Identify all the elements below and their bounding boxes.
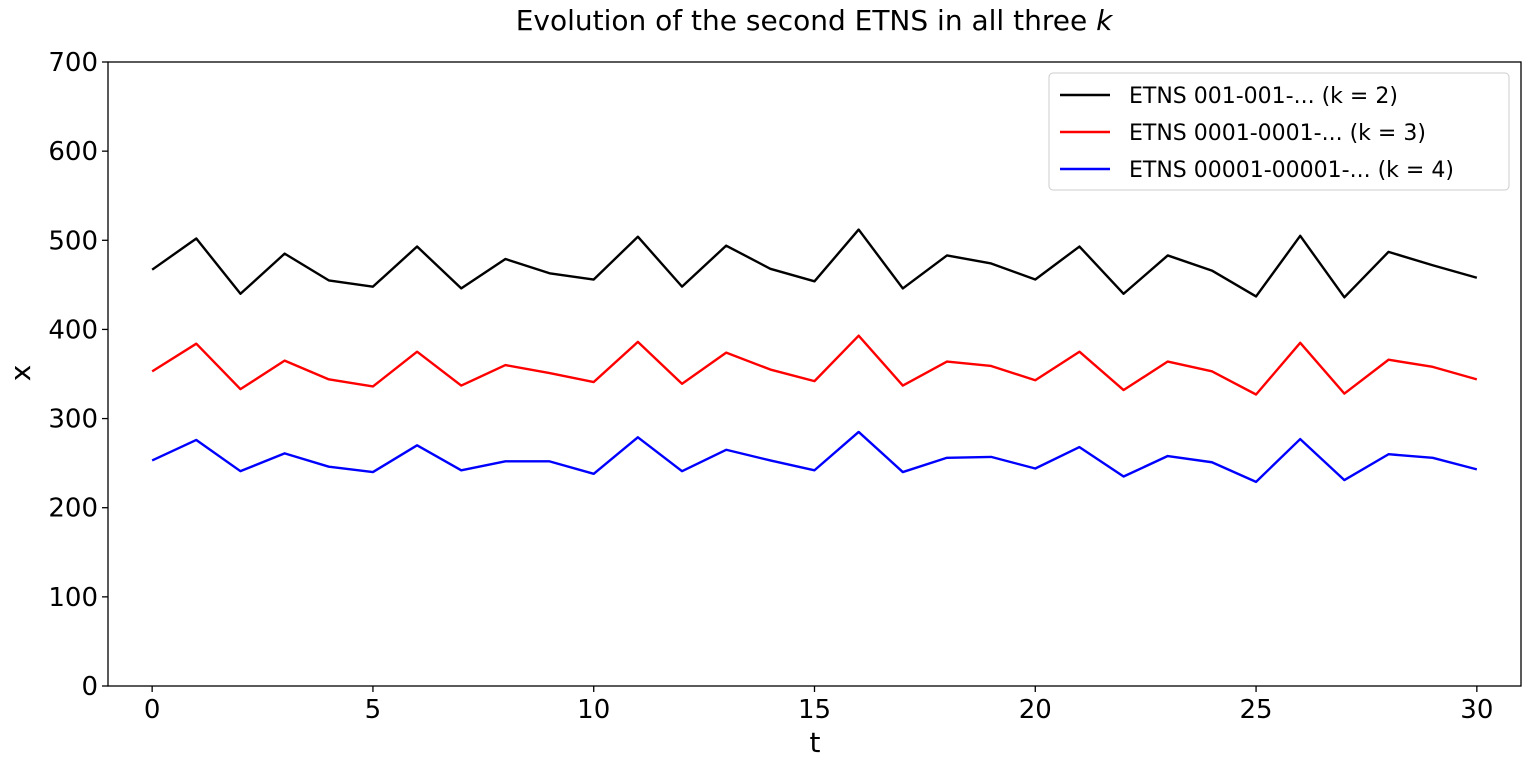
y-tick-label: 500 — [48, 226, 98, 256]
x-tick-label: 10 — [577, 695, 610, 725]
legend-label-3: ETNS 00001-00001-... (k = 4) — [1129, 158, 1454, 183]
y-tick-label: 200 — [48, 494, 98, 524]
legend-box — [1048, 72, 1510, 191]
y-axis-label: x — [4, 365, 37, 382]
x-tick-label: 0 — [144, 695, 161, 725]
y-tick-label: 600 — [48, 137, 98, 167]
x-tick-label: 5 — [365, 695, 382, 725]
y-tick-label: 300 — [48, 405, 98, 435]
y-tick-label: 0 — [81, 672, 98, 702]
x-axis-label: t — [810, 726, 821, 759]
plot-area — [151, 228, 1478, 484]
legend-label-1: ETNS 001-001-... (k = 2) — [1129, 84, 1398, 109]
y-tick-label: 400 — [48, 315, 98, 345]
x-tick-label: 15 — [798, 695, 831, 725]
x-tick-label: 25 — [1240, 695, 1273, 725]
series-line-3 — [151, 430, 1478, 484]
x-tick-label: 20 — [1019, 695, 1052, 725]
y-tick-label: 700 — [48, 48, 98, 78]
chart-title-main: Evolution of the second ETNS in all thre… — [516, 4, 1096, 37]
series-line-2 — [151, 334, 1478, 396]
chart-title-italic: k — [1096, 4, 1114, 37]
legend: ETNS 001-001-... (k = 2) ETNS 0001-0001-.… — [1048, 72, 1510, 191]
x-tick-label: 30 — [1460, 695, 1493, 725]
chart-title: Evolution of the second ETNS in all thre… — [516, 4, 1114, 37]
legend-label-2: ETNS 0001-0001-... (k = 3) — [1129, 121, 1426, 146]
series-line-1 — [151, 228, 1478, 299]
y-tick-label: 100 — [48, 583, 98, 613]
